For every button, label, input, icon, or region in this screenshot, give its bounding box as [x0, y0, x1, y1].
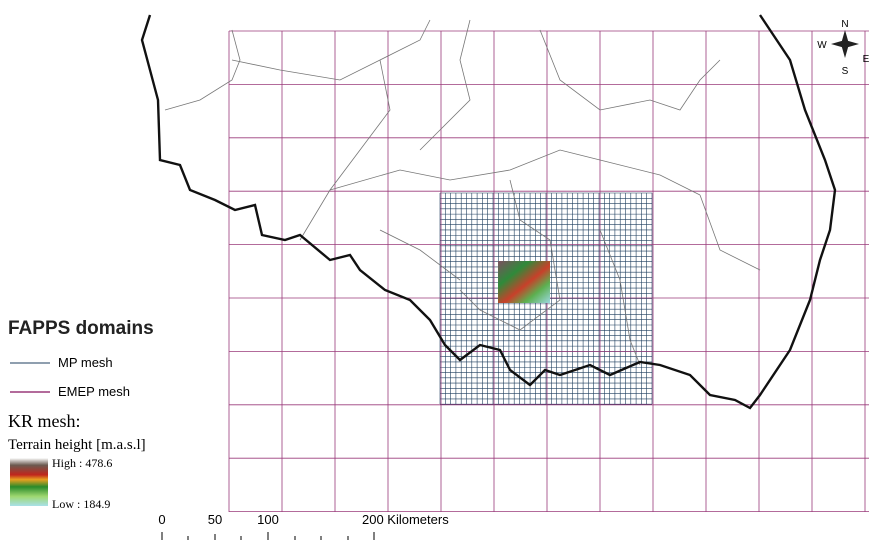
scale-label: 100: [257, 512, 279, 527]
legend-label: EMEP mesh: [58, 384, 130, 399]
legend-title: FAPPS domains: [8, 318, 154, 339]
compass-s: S: [842, 66, 849, 77]
terrain-ramp: [10, 458, 48, 506]
kr-high: High : 478.6: [52, 456, 112, 470]
scale-label: 0: [158, 512, 165, 527]
scale-label: 50: [208, 512, 222, 527]
regional-borders: [165, 20, 760, 365]
country-border: [142, 15, 835, 408]
kr-title: KR mesh:: [8, 411, 81, 431]
kr-low: Low : 184.9: [52, 497, 110, 511]
kr-mesh-terrain: [498, 261, 550, 303]
compass: N W E S: [817, 19, 869, 77]
legend-label: MP mesh: [58, 355, 113, 370]
map: N W E S FAPPS domains MP mesh EMEP mesh …: [0, 0, 869, 541]
compass-n: N: [841, 19, 848, 30]
compass-e: E: [863, 54, 869, 65]
kr-subtitle: Terrain height [m.a.s.l]: [8, 437, 146, 453]
compass-w: W: [817, 40, 827, 51]
scale-label: 200 Kilometers: [362, 512, 449, 527]
